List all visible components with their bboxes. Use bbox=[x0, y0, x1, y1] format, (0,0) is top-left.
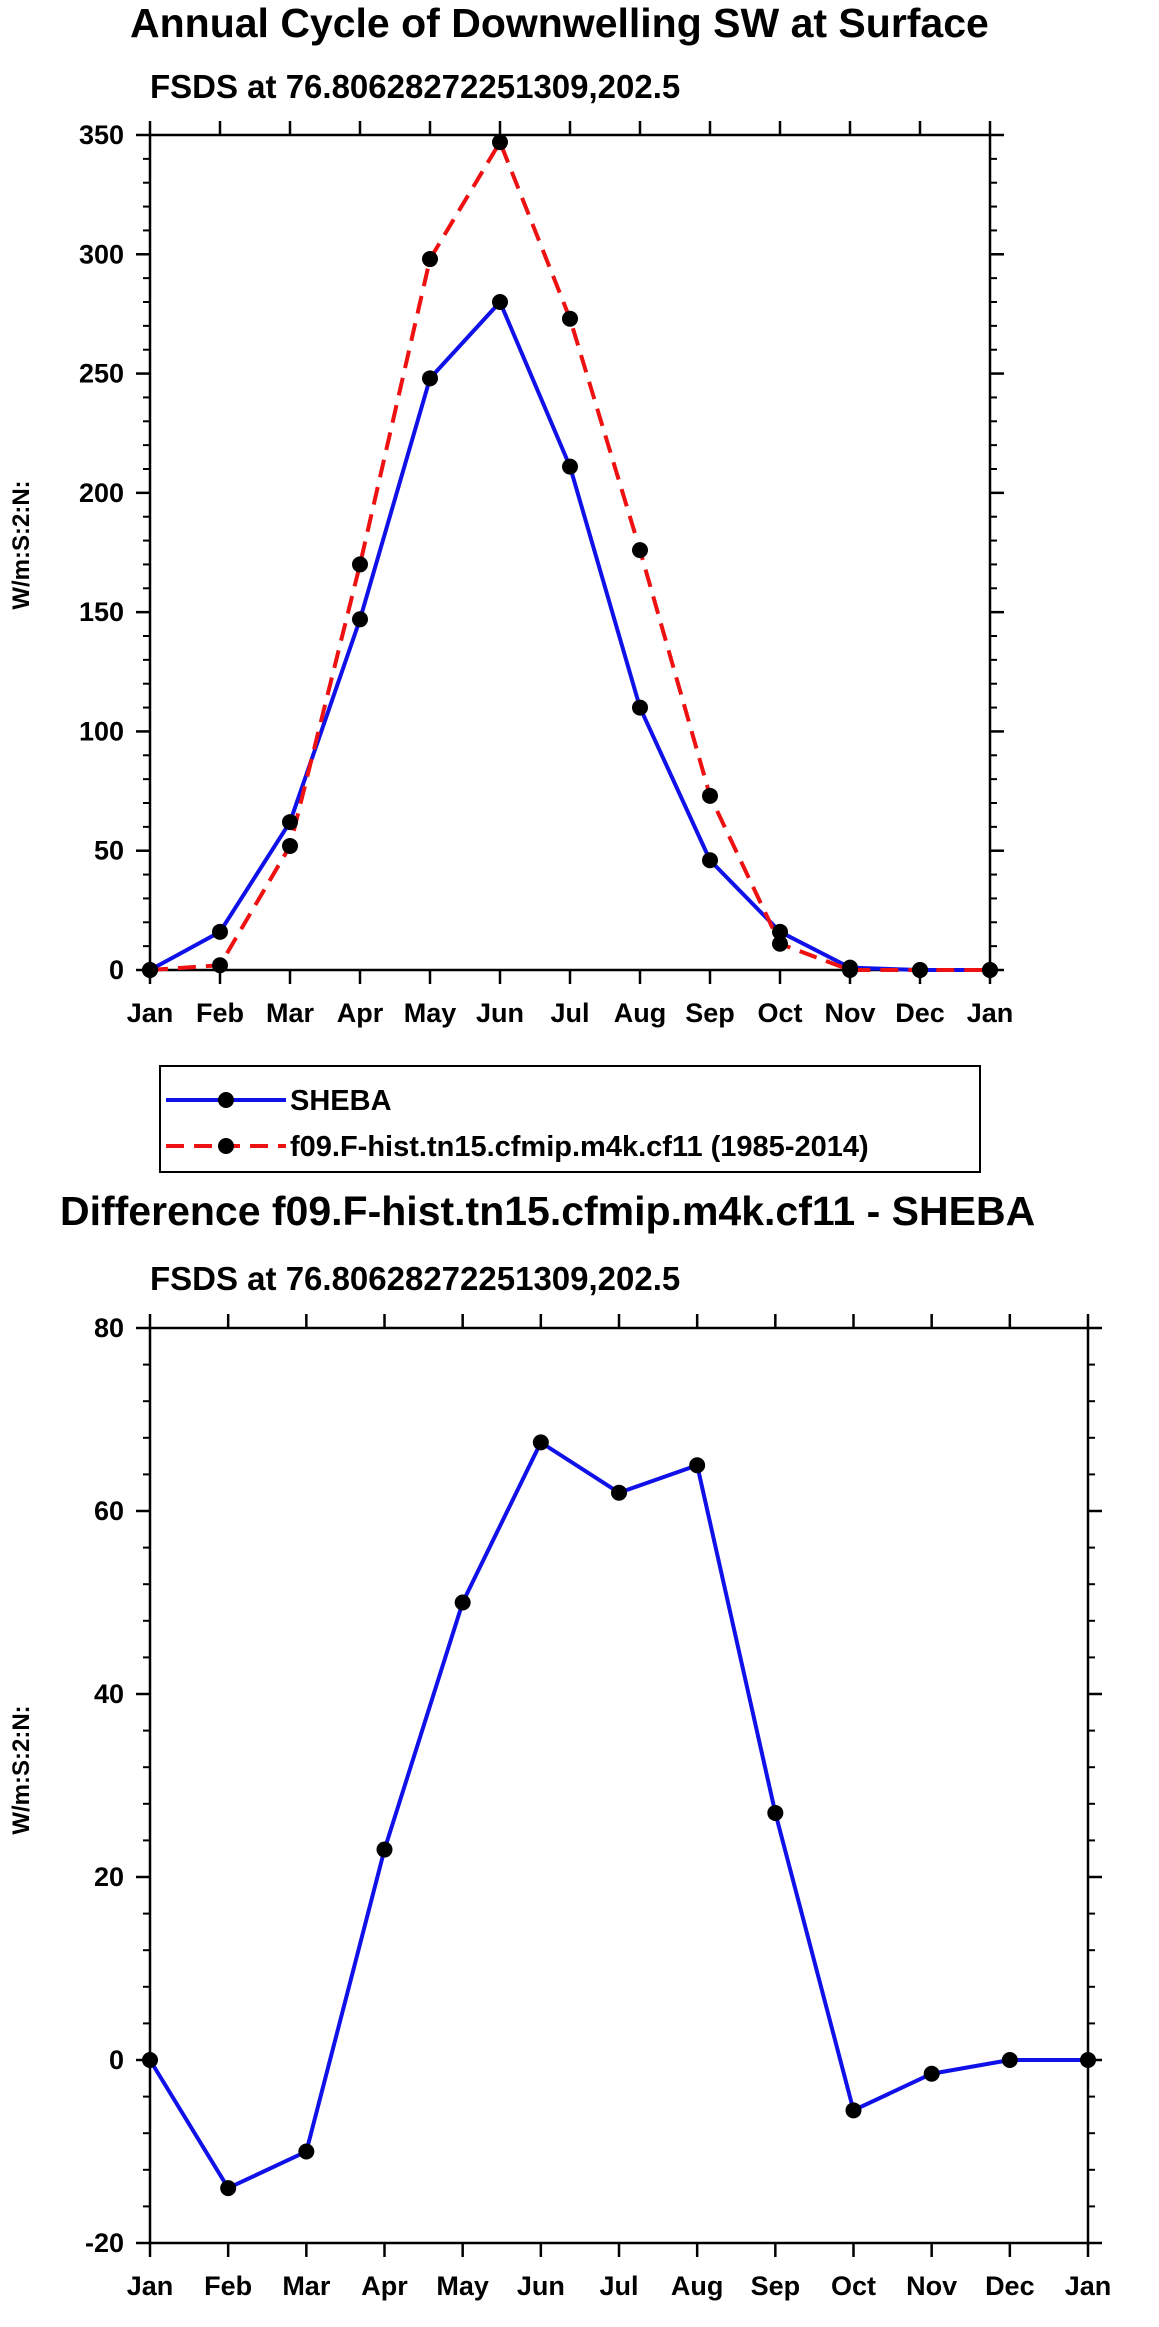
chart2-xtick-label: Nov bbox=[906, 2271, 957, 2301]
chart2-ytick-label: 80 bbox=[94, 1313, 124, 1343]
chart2-series-0-point bbox=[923, 2065, 940, 2082]
legend-marker-0 bbox=[218, 1092, 234, 1108]
chart1-series-1-point bbox=[772, 935, 788, 952]
chart2-title: Difference f09.F-hist.tn15.cfmip.m4k.cf1… bbox=[60, 1188, 1036, 1234]
chart1-series-1-point bbox=[422, 251, 438, 268]
chart1-xtick-label: Jun bbox=[476, 998, 524, 1028]
chart2-series-0-point bbox=[376, 1841, 393, 1858]
chart2-xtick-label: Oct bbox=[831, 2271, 876, 2301]
chart1-legend: SHEBA f09.F-hist.tn15.cfmip.m4k.cf11 (198… bbox=[159, 1065, 981, 1173]
chart2-xtick-label: Jun bbox=[517, 2271, 565, 2301]
chart2-series-0-point bbox=[220, 2180, 237, 2197]
chart1-series-0-point bbox=[632, 699, 648, 716]
chart1-xtick-label: Jan bbox=[127, 998, 174, 1028]
chart1-series-0-point bbox=[422, 370, 438, 387]
chart1-xtick-label: Oct bbox=[757, 998, 802, 1028]
chart2-xtick-label: Mar bbox=[282, 2271, 331, 2301]
chart1-xtick-label: Dec bbox=[895, 998, 945, 1028]
chart2-xtick-label: May bbox=[436, 2271, 489, 2301]
chart2-ytick-label: 60 bbox=[94, 1496, 124, 1526]
chart2-series-line-0 bbox=[148, 1440, 1088, 2191]
chart1-series-1-point bbox=[632, 542, 648, 559]
chart2-series-0-point bbox=[454, 1594, 471, 1611]
chart1-plot: 0 50 100 150 200 250 300 350 Jan Feb Mar Apr May Jun J… bbox=[79, 120, 1013, 1028]
chart1-series-1-point bbox=[492, 134, 508, 151]
legend-box bbox=[159, 1065, 981, 1173]
chart1-ytick-label: 350 bbox=[79, 120, 124, 150]
chart1-xtick-label: Apr bbox=[337, 998, 384, 1028]
chart2-xtick-label: Dec bbox=[985, 2271, 1035, 2301]
chart1-xtick-label: Mar bbox=[266, 998, 315, 1028]
chart1-ytick-label: 250 bbox=[79, 359, 124, 389]
chart1-title: Annual Cycle of Downwelling SW at Surfac… bbox=[130, 0, 989, 46]
chart2-series-0-point bbox=[689, 1457, 706, 1474]
chart1-series-0-point bbox=[562, 458, 578, 475]
chart2-series-0-point bbox=[532, 1434, 549, 1451]
chart2-series-0-point bbox=[1001, 2052, 1018, 2068]
chart2-ytick-label: 0 bbox=[109, 2045, 124, 2075]
chart2-ytick-label: 40 bbox=[94, 1679, 124, 1709]
chart1-series-0-point bbox=[492, 294, 508, 310]
chart2-series-0-point bbox=[845, 2102, 862, 2119]
chart2-xtick-label: Feb bbox=[204, 2271, 252, 2301]
chart1-series-0-point bbox=[282, 814, 298, 831]
chart2-xtick-label: Jul bbox=[599, 2271, 638, 2301]
chart2-xtick-label: Jan bbox=[127, 2271, 174, 2301]
chart2-series-0-point bbox=[611, 1484, 627, 1501]
chart2-xtick-label: Sep bbox=[751, 2271, 801, 2301]
chart1-series-1-point bbox=[982, 962, 998, 978]
chart2-series-0-point bbox=[298, 2143, 315, 2160]
chart1-series-1-point bbox=[352, 556, 368, 573]
chart2-xtick-label: Apr bbox=[361, 2271, 408, 2301]
legend-label-1: f09.F-hist.tn15.cfmip.m4k.cf11 (1985-201… bbox=[290, 1131, 869, 1163]
chart1-xtick-label: Jul bbox=[550, 998, 589, 1028]
chart1-series-1-point bbox=[142, 962, 158, 978]
chart1-series-0-point bbox=[772, 923, 788, 940]
chart1-xtick-label: Jan bbox=[967, 998, 1014, 1028]
chart2-xtick-label: Aug bbox=[671, 2271, 723, 2301]
chart1-xtick-label: Feb bbox=[196, 998, 244, 1028]
chart1-xtick-label: Nov bbox=[824, 998, 875, 1028]
chart2-series-0-point bbox=[1080, 2052, 1096, 2068]
legend-label-0: SHEBA bbox=[290, 1085, 392, 1117]
chart2-frame bbox=[148, 1326, 1090, 2245]
chart2-xtick-label: Jan bbox=[1065, 2271, 1112, 2301]
chart2-subtitle: FSDS at 76.80628272251309,202.5 bbox=[150, 1260, 681, 1297]
chart1-series-1-point bbox=[282, 837, 298, 854]
chart1-series-0-point bbox=[702, 852, 718, 869]
chart1-ytick-label: 0 bbox=[109, 955, 124, 985]
chart1-xtick-label: Aug bbox=[614, 998, 666, 1028]
chart2-series-0-point bbox=[767, 1804, 784, 1821]
chart1-subtitle: FSDS at 76.80628272251309,202.5 bbox=[150, 68, 681, 105]
chart2-plot: -20 0 20 40 60 80 Jan Feb Mar Apr May Jun Jul Aug Sep O… bbox=[85, 1313, 1111, 2301]
legend-marker-1 bbox=[218, 1138, 234, 1154]
chart1-ytick-label: 150 bbox=[79, 597, 124, 627]
chart1-series-0-point bbox=[212, 923, 228, 940]
chart1-ytick-label: 100 bbox=[79, 716, 124, 746]
chart1-ytick-label: 50 bbox=[94, 836, 124, 866]
chart1-series-1-point bbox=[702, 787, 718, 804]
chart1-series-1-point bbox=[562, 310, 578, 327]
chart1-xtick-label: May bbox=[404, 998, 457, 1028]
chart1-xtick-label: Sep bbox=[685, 998, 735, 1028]
chart1-series-1-point bbox=[842, 962, 858, 978]
chart2-ytick-label: -20 bbox=[85, 2228, 124, 2258]
chart2-series-0-point bbox=[142, 2052, 158, 2068]
chart1-ytick-label: 300 bbox=[79, 239, 124, 269]
chart2-ytick-label: 20 bbox=[94, 1862, 124, 1892]
chart1-series-1-point bbox=[212, 957, 228, 974]
chart1-ytick-label: 200 bbox=[79, 478, 124, 508]
chart1-series-1-point bbox=[912, 962, 928, 978]
chart1-series-0-point bbox=[352, 611, 368, 628]
